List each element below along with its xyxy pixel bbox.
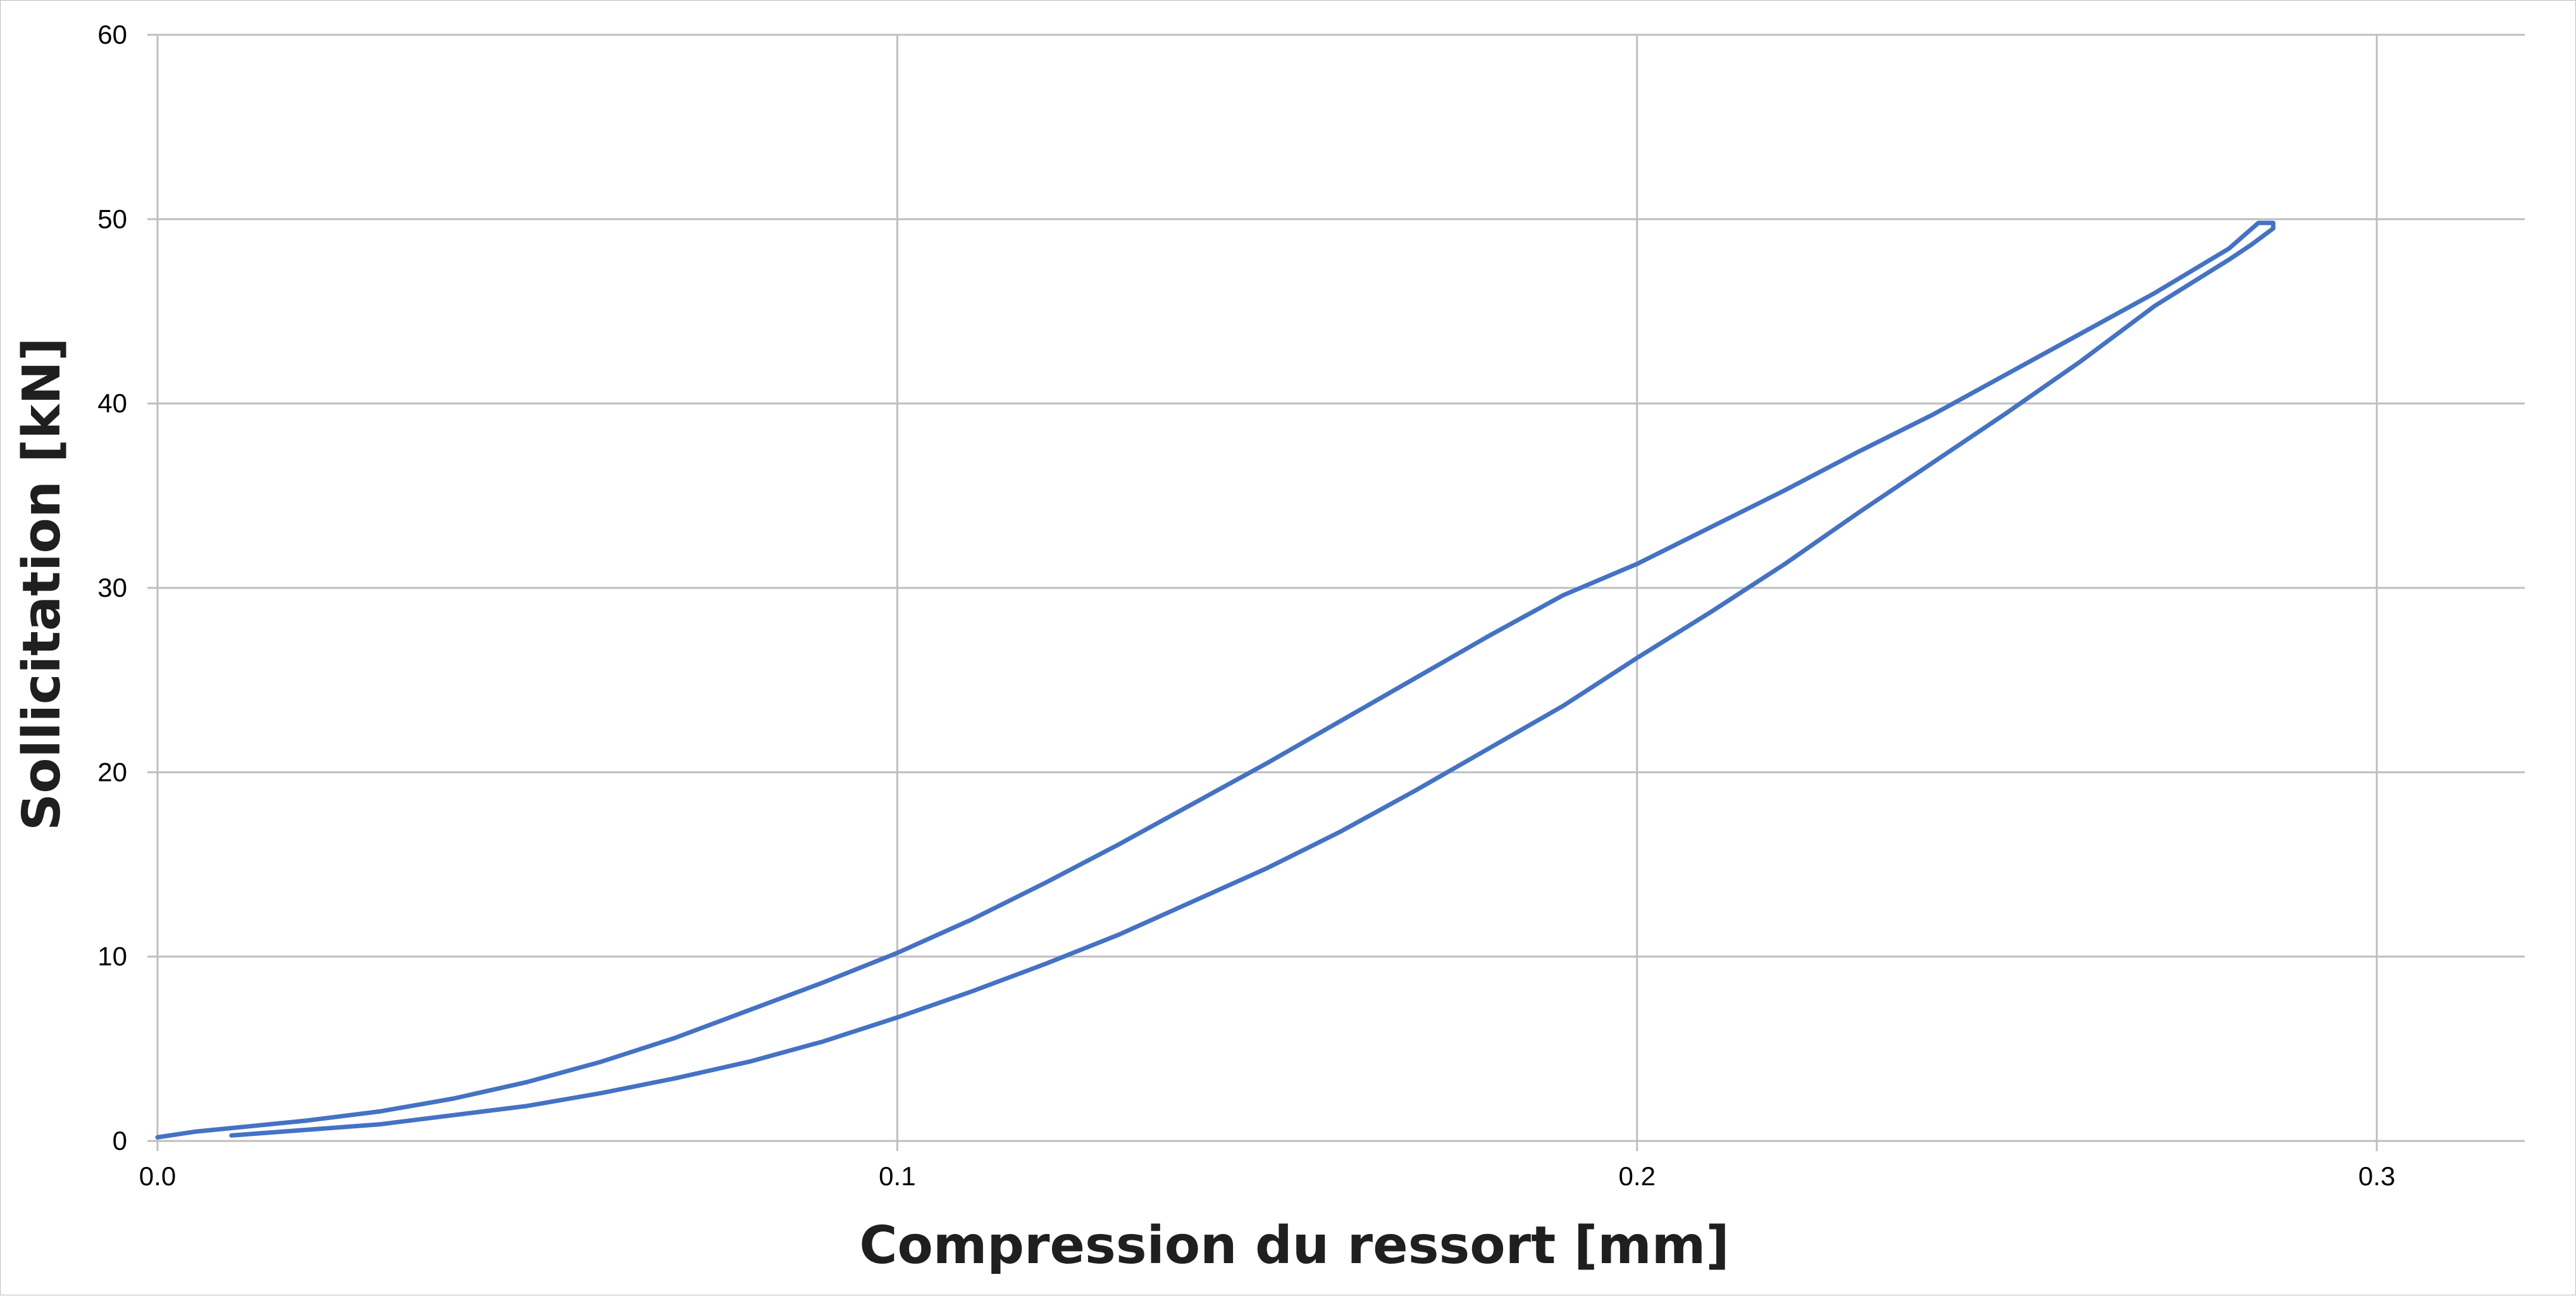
grid (158, 34, 2525, 1141)
series-layer (155, 220, 2276, 1140)
y-tick-label: 30 (97, 573, 127, 602)
y-tick-label: 60 (97, 20, 127, 49)
tick-labels: 0 10 20 30 40 50 60 0.0 0.1 0.2 0.3 (97, 20, 2395, 1191)
y-tick-label: 20 (97, 757, 127, 787)
series-line (155, 220, 2276, 1140)
y-tick-label: 0 (113, 1126, 127, 1156)
y-tick-label: 50 (97, 204, 127, 234)
x-axis-title: Compression du ressort [mm] (859, 1216, 1729, 1276)
y-tick-label: 40 (97, 389, 127, 418)
axes (147, 34, 2525, 1151)
x-tick-label: 0.2 (1619, 1161, 1656, 1191)
y-tick-label: 10 (97, 942, 127, 971)
y-axis-title: Sollicitation [kN] (12, 337, 72, 831)
x-tick-label: 0.3 (2358, 1161, 2395, 1191)
x-tick-label: 0.1 (879, 1161, 915, 1191)
x-tick-label: 0.0 (139, 1161, 176, 1191)
